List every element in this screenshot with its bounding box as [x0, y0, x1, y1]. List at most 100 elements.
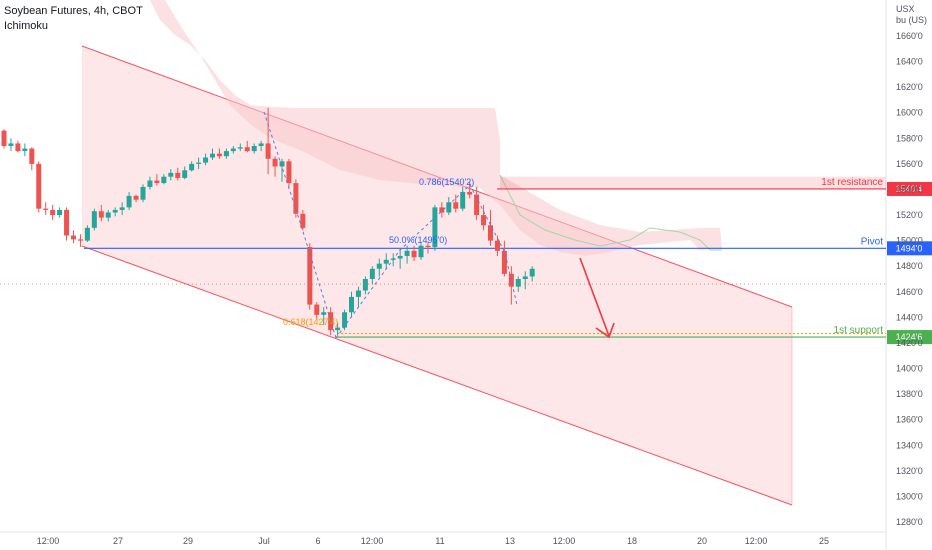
candle-body[interactable]	[355, 290, 361, 297]
price-tag-bg-0	[887, 181, 932, 196]
price-tick-label: 1320'0	[896, 466, 923, 476]
candle-body[interactable]	[376, 263, 382, 269]
indicator-label: Ichimoku	[4, 20, 49, 32]
candle-body[interactable]	[203, 157, 209, 163]
candle-body[interactable]	[36, 163, 42, 209]
channel-lower-line[interactable]	[81, 245, 793, 506]
candle-body[interactable]	[22, 148, 28, 152]
candle-body[interactable]	[335, 327, 341, 331]
price-tick-label: 1460'0	[896, 287, 923, 297]
candle-body[interactable]	[119, 207, 125, 210]
time-tick-label: 27	[113, 536, 123, 546]
candle-body[interactable]	[230, 148, 236, 152]
candle-body[interactable]	[342, 312, 348, 328]
candle-body[interactable]	[98, 211, 104, 218]
price-tick-label: 1520'0	[896, 210, 923, 220]
candle-body[interactable]	[64, 209, 70, 236]
candle-body[interactable]	[77, 239, 83, 241]
candle-body[interactable]	[182, 170, 188, 178]
candle-body[interactable]	[369, 268, 375, 279]
candle-body[interactable]	[133, 195, 139, 200]
time-tick-label: 13	[505, 536, 515, 546]
candle-body[interactable]	[112, 209, 118, 213]
candle-body[interactable]	[293, 183, 299, 214]
candle-body[interactable]	[105, 212, 111, 218]
candle-body[interactable]	[279, 161, 285, 167]
candle-body[interactable]	[154, 180, 160, 184]
price-tick-label: 1280'0	[896, 517, 923, 527]
ichimoku-span-line	[499, 174, 722, 251]
candle-body[interactable]	[501, 250, 507, 274]
candle-body[interactable]	[522, 276, 528, 279]
candle-body[interactable]	[425, 245, 431, 248]
candle-body[interactable]	[439, 207, 445, 213]
candle-body[interactable]	[453, 202, 459, 209]
candle-body[interactable]	[223, 151, 229, 157]
candle-body[interactable]	[244, 147, 250, 152]
candle-body[interactable]	[460, 192, 466, 209]
candle-body[interactable]	[168, 172, 174, 177]
fib-zigzag-2	[335, 184, 518, 339]
candle-body[interactable]	[404, 250, 410, 256]
candle-body[interactable]	[1, 130, 7, 146]
candle-body[interactable]	[140, 186, 146, 200]
candle-body[interactable]	[8, 143, 14, 146]
price-tick-label: 1360'0	[896, 415, 923, 425]
candle-body[interactable]	[258, 143, 264, 146]
candle-body[interactable]	[84, 227, 90, 241]
candle-body[interactable]	[474, 194, 480, 216]
candle-body[interactable]	[265, 143, 271, 159]
candle-body[interactable]	[50, 209, 56, 216]
level-label-1: Pivot	[861, 236, 883, 247]
candle-body[interactable]	[418, 245, 424, 258]
time-tick-label: 18	[627, 536, 637, 546]
candle-body[interactable]	[383, 259, 389, 264]
time-tick-label: 12:00	[745, 536, 768, 546]
candle-body[interactable]	[272, 158, 278, 167]
price-tag-1: 1494'0	[896, 243, 923, 253]
candle-body[interactable]	[126, 195, 132, 208]
candle-body[interactable]	[307, 247, 313, 305]
fib-zigzag-1	[263, 111, 337, 339]
fib-label-0: 0.786(1540'2)	[419, 177, 474, 187]
candle-body[interactable]	[349, 296, 354, 313]
candle-body[interactable]	[321, 312, 327, 315]
candle-body[interactable]	[481, 215, 487, 226]
candle-body[interactable]	[529, 268, 535, 277]
candle-body[interactable]	[432, 207, 438, 248]
candle-body[interactable]	[147, 180, 153, 187]
candle-body[interactable]	[494, 240, 500, 251]
candle-body[interactable]	[175, 172, 181, 178]
price-unit-line1: USX	[896, 4, 915, 14]
candle-body[interactable]	[286, 161, 292, 184]
candle-body[interactable]	[397, 255, 403, 259]
candle-body[interactable]	[216, 153, 222, 157]
forecast-arrow-line[interactable]	[579, 257, 610, 337]
time-tick-label: 11	[435, 536, 444, 546]
candle-body[interactable]	[515, 279, 521, 287]
candle-body[interactable]	[57, 209, 63, 216]
fib-label-1: 50.0%(1495'0)	[389, 235, 447, 245]
candle-body[interactable]	[251, 145, 257, 152]
chart-title: Soybean Futures, 4h, CBOT	[4, 5, 143, 17]
candle-body[interactable]	[300, 213, 306, 228]
candle-body[interactable]	[43, 208, 49, 210]
candle-body[interactable]	[237, 147, 243, 149]
candle-body[interactable]	[488, 225, 493, 241]
candle-body[interactable]	[161, 176, 167, 184]
candle-body[interactable]	[196, 162, 202, 164]
candle-body[interactable]	[314, 304, 320, 315]
candle-body[interactable]	[362, 279, 368, 291]
price-tick-label: 1380'0	[896, 389, 923, 399]
candle-body[interactable]	[189, 163, 195, 171]
candle-body[interactable]	[446, 202, 452, 213]
candle-body[interactable]	[15, 143, 21, 152]
candle-body[interactable]	[411, 250, 417, 258]
candle-body[interactable]	[29, 148, 35, 164]
candle-body[interactable]	[210, 153, 215, 158]
candle-body[interactable]	[71, 235, 76, 240]
candle-body[interactable]	[467, 192, 473, 195]
candle-body[interactable]	[91, 211, 97, 228]
candle-body[interactable]	[328, 312, 334, 331]
